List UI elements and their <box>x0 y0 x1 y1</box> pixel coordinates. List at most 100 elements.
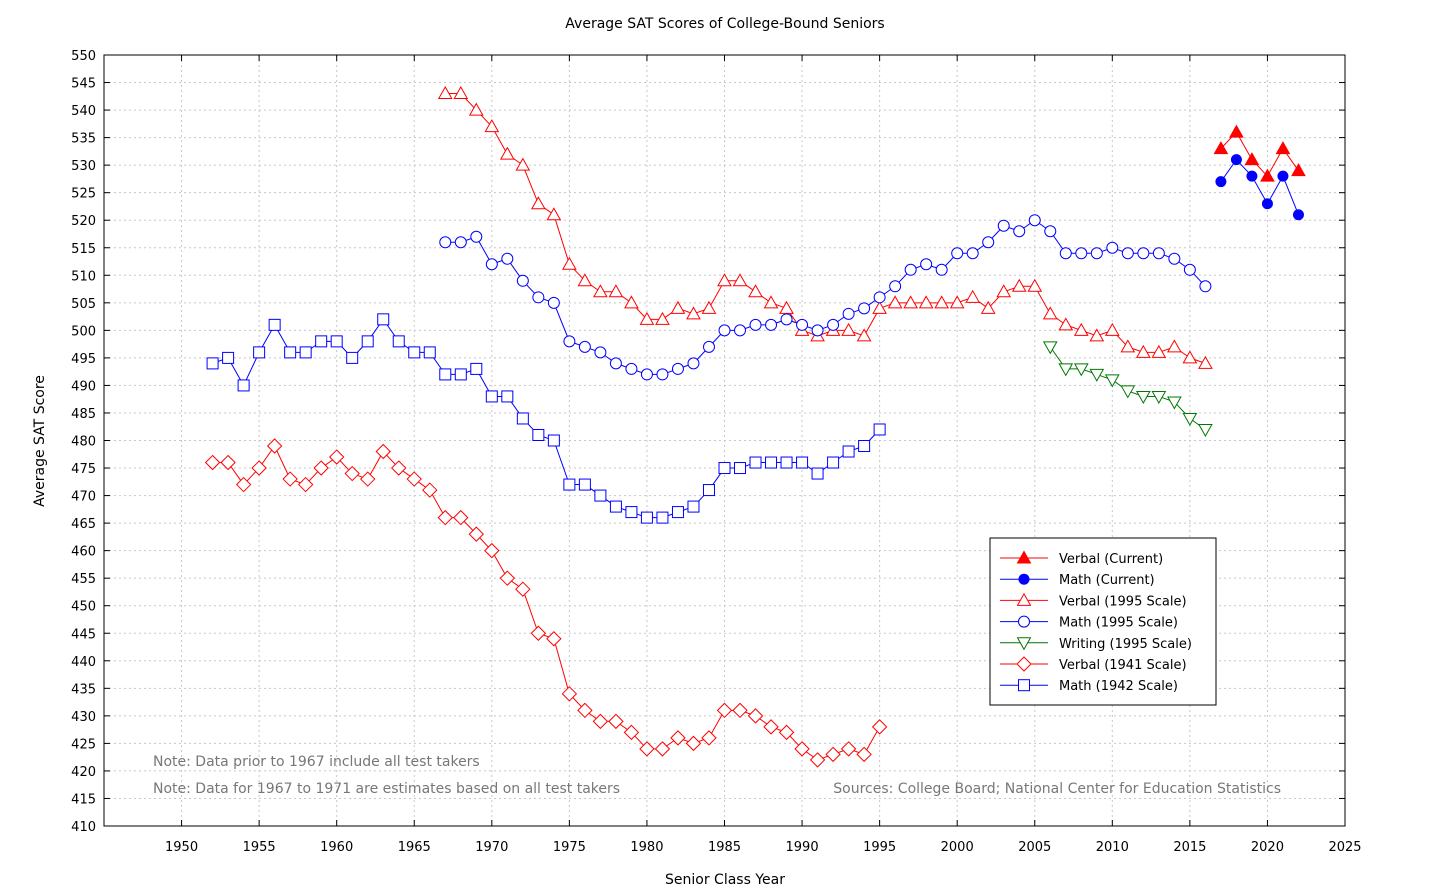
legend-item: Verbal (Current) <box>1000 550 1163 567</box>
legend-item: Verbal (1941 Scale) <box>1000 656 1187 673</box>
data-point <box>578 478 591 491</box>
data-point <box>1182 412 1198 426</box>
data-point <box>468 102 484 116</box>
data-point <box>671 506 684 519</box>
data-point <box>966 247 979 260</box>
data-point <box>1028 214 1041 227</box>
data-point <box>1198 423 1213 438</box>
y-tick-label: 425 <box>71 737 96 752</box>
data-point <box>406 471 422 487</box>
data-point <box>284 346 297 359</box>
data-point <box>640 511 653 524</box>
data-point <box>546 207 562 221</box>
data-point <box>375 443 391 460</box>
data-point <box>732 273 748 287</box>
x-tick-label: 1975 <box>553 840 586 855</box>
legend-item: Verbal (1995 Scale) <box>1000 592 1187 609</box>
y-tick-label: 530 <box>71 159 96 174</box>
y-tick-label: 550 <box>71 49 96 64</box>
data-point <box>889 280 902 293</box>
data-point <box>222 351 235 364</box>
series-6 <box>206 313 886 524</box>
y-tick-label: 485 <box>71 407 96 422</box>
data-point <box>1027 278 1043 292</box>
data-point <box>951 247 964 260</box>
data-point <box>794 741 810 757</box>
series-5 <box>204 438 888 768</box>
y-tick-label: 540 <box>71 104 96 119</box>
source-note: Sources: College Board; National Center … <box>833 781 1281 797</box>
data-point <box>749 456 762 469</box>
y-tick-label: 520 <box>71 214 96 229</box>
data-point <box>1291 163 1306 177</box>
legend-label: Math (1942 Scale) <box>1059 679 1178 694</box>
data-point <box>763 295 779 309</box>
data-point <box>779 300 794 314</box>
data-point <box>685 735 702 752</box>
data-point <box>842 307 855 320</box>
data-point <box>935 263 948 276</box>
data-point <box>780 313 793 326</box>
y-tick-label: 410 <box>71 820 96 835</box>
note-1: Note: Data prior to 1967 include all tes… <box>153 754 480 770</box>
data-point <box>1275 141 1291 155</box>
series-2 <box>437 86 1213 369</box>
data-point <box>687 500 700 513</box>
data-point <box>1121 247 1134 260</box>
x-tick-label: 2025 <box>1328 840 1361 855</box>
y-tick-label: 415 <box>71 792 96 807</box>
data-point <box>778 724 795 741</box>
data-point <box>920 258 933 271</box>
data-point <box>516 274 529 287</box>
data-point <box>1106 241 1119 254</box>
legend-marker <box>1018 679 1030 692</box>
y-tick-label: 515 <box>71 242 96 257</box>
data-point <box>749 318 762 331</box>
note-2: Note: Data for 1967 to 1971 are estimate… <box>153 781 620 797</box>
data-point <box>423 346 436 359</box>
data-point <box>623 724 640 741</box>
y-tick-label: 440 <box>71 655 96 670</box>
legend-marker <box>1018 615 1030 628</box>
data-point <box>1183 263 1196 276</box>
data-point <box>453 509 469 526</box>
x-tick-label: 1980 <box>630 840 663 855</box>
legend-label: Verbal (1995 Scale) <box>1059 594 1187 609</box>
data-point <box>1120 385 1136 399</box>
data-point <box>515 157 531 171</box>
data-point <box>1104 322 1120 336</box>
data-point <box>949 295 965 309</box>
data-point <box>1089 328 1105 342</box>
data-point <box>842 445 855 458</box>
x-tick-label: 1970 <box>475 840 508 855</box>
y-tick-label: 455 <box>71 572 96 587</box>
data-point <box>780 456 793 469</box>
data-point <box>313 460 329 476</box>
data-point <box>625 362 638 375</box>
data-point <box>654 741 671 757</box>
data-point <box>965 289 981 303</box>
data-point <box>546 631 562 647</box>
data-point <box>1137 247 1150 260</box>
data-point <box>454 236 467 249</box>
data-point <box>328 449 345 465</box>
data-point <box>577 273 593 287</box>
data-point <box>237 379 250 392</box>
series-line <box>212 445 881 761</box>
legend: Verbal (Current) Math (Current) Verbal (19… <box>989 537 1217 706</box>
data-point <box>701 730 717 746</box>
data-point <box>887 295 903 309</box>
data-point <box>718 462 731 475</box>
data-point <box>872 300 887 314</box>
data-point <box>609 357 622 370</box>
x-tick-label: 1985 <box>708 840 741 855</box>
data-point <box>625 506 638 519</box>
data-point <box>251 460 267 476</box>
data-point <box>1013 225 1026 238</box>
data-point <box>904 263 917 276</box>
data-point <box>206 357 219 370</box>
data-point <box>858 440 871 453</box>
data-point <box>687 357 700 370</box>
data-point <box>468 526 485 542</box>
data-point <box>1059 247 1072 260</box>
